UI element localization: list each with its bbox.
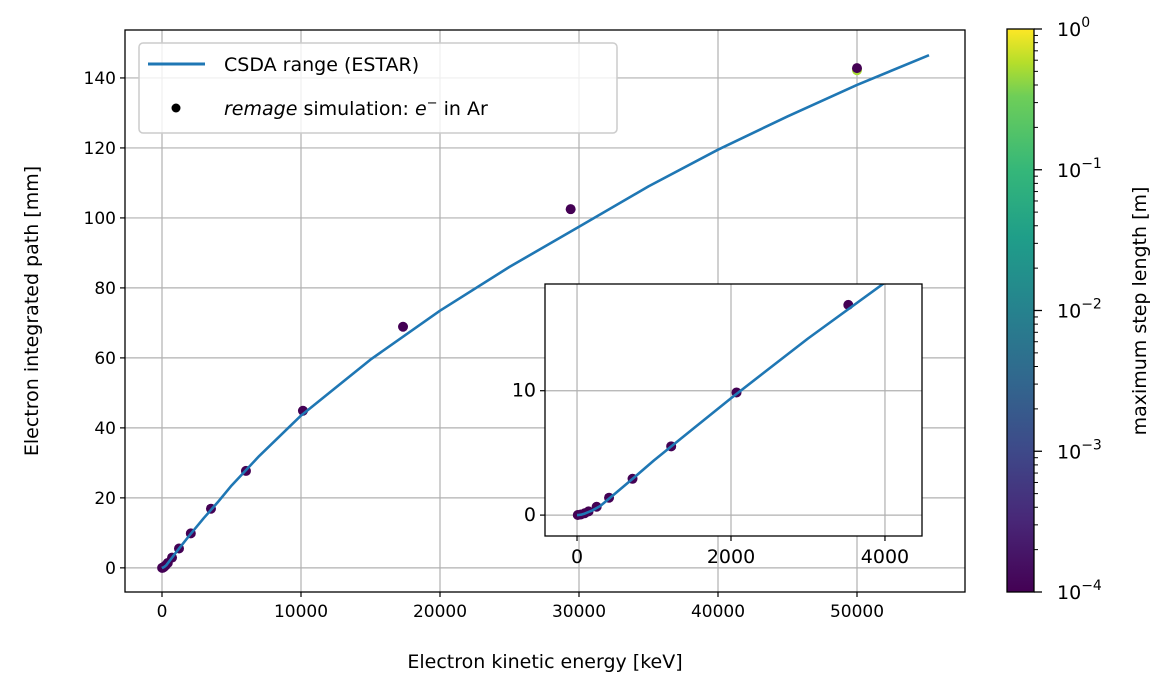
inset-x-tick-label: 2000 [707,546,755,568]
inset-y-tick-label: 0 [524,504,536,526]
inset-plot-area [545,284,922,536]
main-sim-point [398,321,409,332]
colorbar-label: maximum step length [m] [1129,187,1151,436]
colorbar-tick-label: 10−2 [1057,297,1102,323]
inset-csda-line [576,284,886,517]
inset-data-layer [572,166,1047,520]
main-y-tick-label: 120 [84,139,116,159]
y-axis-label: Electron integrated path [mm] [21,166,43,456]
inset-axes-frame [544,283,923,537]
inset-sim-point [1037,166,1047,176]
colorbar-gradient [1006,28,1035,593]
main-sim-point [851,63,862,74]
main-y-tick-label: 140 [84,69,116,89]
main-csda-line [160,53,930,570]
main-y-tick-label: 20 [94,489,116,509]
x-axis-label: Electron kinetic energy [keV] [407,651,682,673]
inset-x-tick-label: 0 [571,546,583,568]
colorbar: 10−4 10−3 10−2 10−1 100 [1006,15,1102,604]
main-y-tick-label: 0 [105,559,116,579]
inset-x-tick-label: 4000 [861,546,909,568]
inset-axes: 0 2000 4000 0 10 [512,166,1047,568]
colorbar-tick-label: 10−4 [1057,578,1102,604]
main-x-tick-label: 20000 [413,602,467,622]
legend-box [138,42,618,134]
main-y-tick-label: 60 [94,349,116,369]
colorbar-tick-label: 10−1 [1057,156,1102,182]
main-x-tick-label: 10000 [274,602,328,622]
main-y-tick-label: 40 [94,419,116,439]
colorbar-tick-label: 10−3 [1057,437,1102,463]
main-y-tick-label: 100 [84,209,116,229]
colorbar-tick-label: 100 [1057,15,1090,41]
main-x-tick-label: 30000 [552,602,606,622]
legend-label-remage: remage simulation: e− in Ar [224,96,488,120]
inset-y-tick-label: 10 [512,380,536,402]
legend-dot-marker [171,103,181,113]
main-data-layer [157,53,930,573]
main-x-tick-label: 0 [157,602,168,622]
main-axes-frame [124,29,966,593]
main-x-tick-label: 40000 [691,602,745,622]
main-sim-point [565,204,576,215]
legend-label-csda: CSDA range (ESTAR) [224,54,419,76]
main-y-tick-label: 80 [94,279,116,299]
main-x-tick-label: 50000 [830,602,884,622]
legend: CSDA range (ESTAR) remage simulation: e−… [138,42,618,134]
